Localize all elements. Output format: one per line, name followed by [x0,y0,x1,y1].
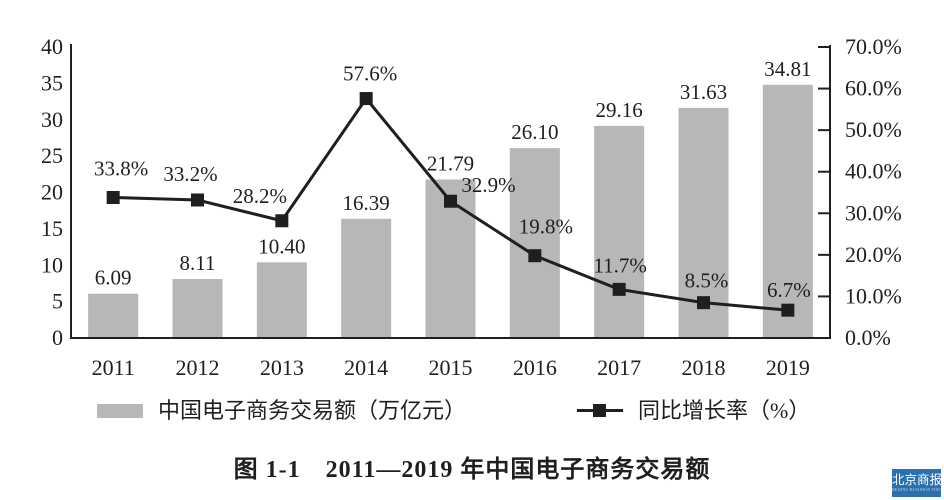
left-axis-tick-label: 5 [52,289,63,314]
growth-rate-label: 33.2% [163,162,217,186]
chart-legend: 中国电子商务交易额（万亿元） 同比增长率（%） [0,397,944,425]
left-axis-tick-label: 20 [41,180,63,205]
legend-label-growth-rate: 同比增长率（%） [638,398,811,423]
bar-2013 [256,262,307,338]
right-axis-tick-label: 0.0% [845,325,891,350]
line-marker [528,249,542,263]
line-swatch-marker [593,404,606,417]
legend-item-transaction-volume: 中国电子商务交易额（万亿元） [97,397,466,425]
left-axis-tick-label: 40 [41,34,63,59]
growth-rate-label: 32.9% [461,173,515,197]
x-axis-label: 2012 [176,355,220,380]
line-marker [612,282,626,296]
bar-value-label: 16.39 [343,191,390,215]
line-marker [359,92,373,106]
x-axis-label: 2018 [682,355,726,380]
x-axis-label: 2017 [597,355,641,380]
right-axis-tick-label: 20.0% [845,242,902,267]
bar-swatch-icon [97,404,143,418]
right-axis-tick-label: 70.0% [845,34,902,59]
right-axis-tick-label: 40.0% [845,159,902,184]
left-axis-tick-label: 0 [52,325,63,350]
growth-rate-label: 11.7% [593,253,646,277]
x-axis-label: 2013 [260,355,304,380]
bar-value-label: 6.09 [95,266,132,290]
left-axis-tick-label: 15 [41,216,63,241]
bar-value-label: 29.16 [596,98,643,122]
publisher-logo-subtext: BEIJING BUSINESS TODAY [892,487,941,492]
bar-value-label: 26.10 [511,120,558,144]
left-axis-tick-label: 35 [41,70,63,95]
publisher-logo: 北京商报 BEIJING BUSINESS TODAY [892,469,943,497]
publisher-logo-name: 北京商报 [892,473,943,487]
bar-value-label: 8.11 [180,251,216,275]
bar-value-label: 31.63 [680,80,727,104]
x-axis-label: 2014 [344,355,388,380]
line-marker [444,194,457,208]
x-axis-label: 2019 [766,355,810,380]
x-axis-label: 2011 [92,355,135,380]
bar-2019 [762,84,813,338]
right-axis-tick-label: 50.0% [845,117,902,142]
x-axis-label: 2015 [429,355,473,380]
line-marker-swatch-icon [577,404,623,418]
left-axis-tick-label: 10 [41,252,63,277]
bar-value-label: 10.40 [258,234,305,258]
line-marker [191,193,204,207]
left-axis-tick-label: 25 [41,143,63,168]
growth-rate-label: 8.5% [685,269,729,293]
growth-rate-label: 28.2% [233,184,287,208]
x-axis-label: 2016 [513,355,557,380]
right-axis-tick-label: 60.0% [845,76,902,101]
legend-label-transaction-volume: 中国电子商务交易额（万亿元） [158,398,467,423]
growth-rate-label: 33.8% [94,156,148,180]
growth-rate-label: 6.7% [767,278,811,302]
bar-2014 [341,218,392,338]
bar-2012 [172,278,223,338]
right-axis-tick-label: 30.0% [845,200,902,225]
growth-rate-label: 57.6% [343,62,397,86]
figure-caption: 图 1-1 2011—2019 年中国电子商务交易额 [233,457,711,483]
bar-value-label: 34.81 [764,57,811,81]
line-marker [106,190,120,204]
bar-2017 [594,125,645,339]
line-marker [697,296,710,310]
growth-rate-label: 19.8% [519,215,573,239]
combo-chart: 0 5 10 15 20 25 30 35 40 0.0% 10.0% 20.0% 30.0% 40.0%… [41,34,902,380]
line-marker [275,214,289,228]
left-axis-tick-label: 30 [41,107,63,132]
bar-value-label: 21.79 [427,151,474,175]
bar-2011 [88,293,139,338]
legend-item-growth-rate: 同比增长率（%） [577,397,810,425]
line-marker [781,303,795,317]
right-axis-tick-label: 10.0% [845,283,902,308]
bar-2016 [509,148,560,338]
